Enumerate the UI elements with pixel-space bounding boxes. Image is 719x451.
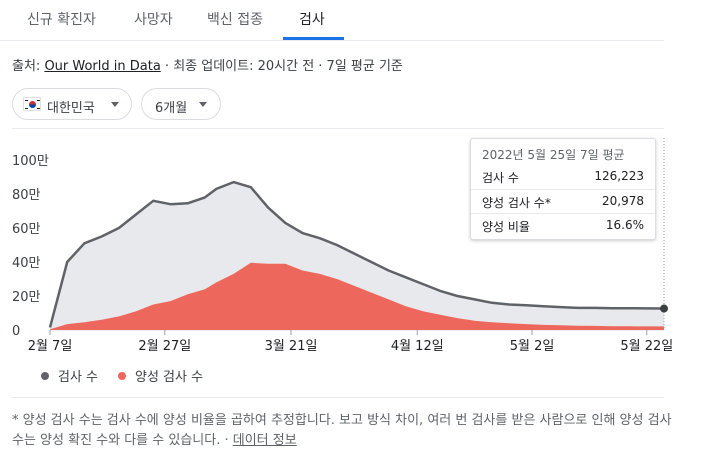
tooltip-value: 20,978 [602,194,644,208]
series-area-positive [50,262,664,330]
testing-area-chart[interactable]: 0 20만 40만 60만 80만 100만 2월 7일 2월 27일 3월 21일 4월 12… [0,128,680,358]
tooltip-title: 2022년 5월 25일 7일 평균 [482,148,625,162]
data-info-link[interactable]: 데이터 정보 [232,433,297,448]
hover-point [660,304,668,313]
tab-new-cases[interactable]: 신규 확진자 [27,12,96,28]
source-prefix: 출처: [12,59,45,74]
tooltip-label: 양성 비율 [482,220,530,234]
x-tick-label: 5월 22일 [620,339,673,354]
legend-item-tests: 검사 수 [41,366,98,385]
tooltip-row-positive: 양성 검사 수* 20,978 [471,189,655,213]
y-tick-label: 80만 [12,188,41,203]
south-korea-flag-icon [23,97,41,111]
divider [12,397,664,398]
y-tick-label: 60만 [12,222,41,237]
tab-bar: 신규 확진자 사망자 백신 접종 검사 [0,0,664,41]
country-dropdown-label: 대한민국 [47,101,95,116]
divider [12,128,664,129]
active-tab-indicator [283,37,344,40]
x-tick-label: 3월 21일 [265,339,318,354]
chart-tooltip: 2022년 5월 25일 7일 평균 검사 수 126,223 양성 검사 수*… [470,138,656,240]
divider [471,189,655,190]
x-tick-label: 2월 7일 [28,339,73,354]
legend-dot-icon [118,372,126,380]
legend-label: 양성 검사 수 [135,370,204,385]
y-tick-label: 20만 [12,290,41,305]
x-tick-label: 5월 2일 [510,339,555,354]
source-link[interactable]: Our World in Data [44,59,161,74]
legend-item-positive: 양성 검사 수 [118,366,203,385]
divider [471,213,655,214]
chevron-down-icon [111,102,119,107]
tab-vaccinations[interactable]: 백신 접종 [207,12,263,28]
x-tick-label: 4월 12일 [391,339,444,354]
y-tick-label: 0 [12,324,20,339]
country-dropdown[interactable]: 대한민국 [12,88,132,120]
tooltip-label: 검사 수 [482,171,519,185]
legend-dot-icon [41,372,49,380]
footnote-text: * 양성 검사 수는 검사 수에 양성 비율을 곱하여 추정합니다. 보고 방식… [12,413,672,448]
tooltip-row-tests: 검사 수 126,223 [471,164,655,188]
tooltip-row-positivity: 양성 비율 16.6% [471,213,655,237]
source-suffix: · 최종 업데이트: 20시간 전 · 7일 평균 기준 [160,59,403,74]
source-line: 출처: Our World in Data · 최종 업데이트: 20시간 전 … [12,55,403,74]
footnote: * 양성 검사 수는 검사 수에 양성 비율을 곱하여 추정합니다. 보고 방식… [12,411,672,451]
series-line-tests [48,180,665,328]
period-dropdown-label: 6개월 [155,101,188,116]
tooltip-label: 양성 검사 수* [482,196,551,210]
legend-label: 검사 수 [58,370,99,385]
tab-testing[interactable]: 검사 [299,12,325,28]
y-tick-label: 100만 [12,154,49,169]
x-tick-label: 2월 27일 [138,339,191,354]
tooltip-value: 16.6% [605,218,644,232]
tooltip-value: 126,223 [594,169,644,183]
y-tick-label: 40만 [12,256,41,271]
tab-deaths[interactable]: 사망자 [134,12,173,28]
chevron-down-icon [199,102,207,107]
period-dropdown[interactable]: 6개월 [141,88,221,120]
